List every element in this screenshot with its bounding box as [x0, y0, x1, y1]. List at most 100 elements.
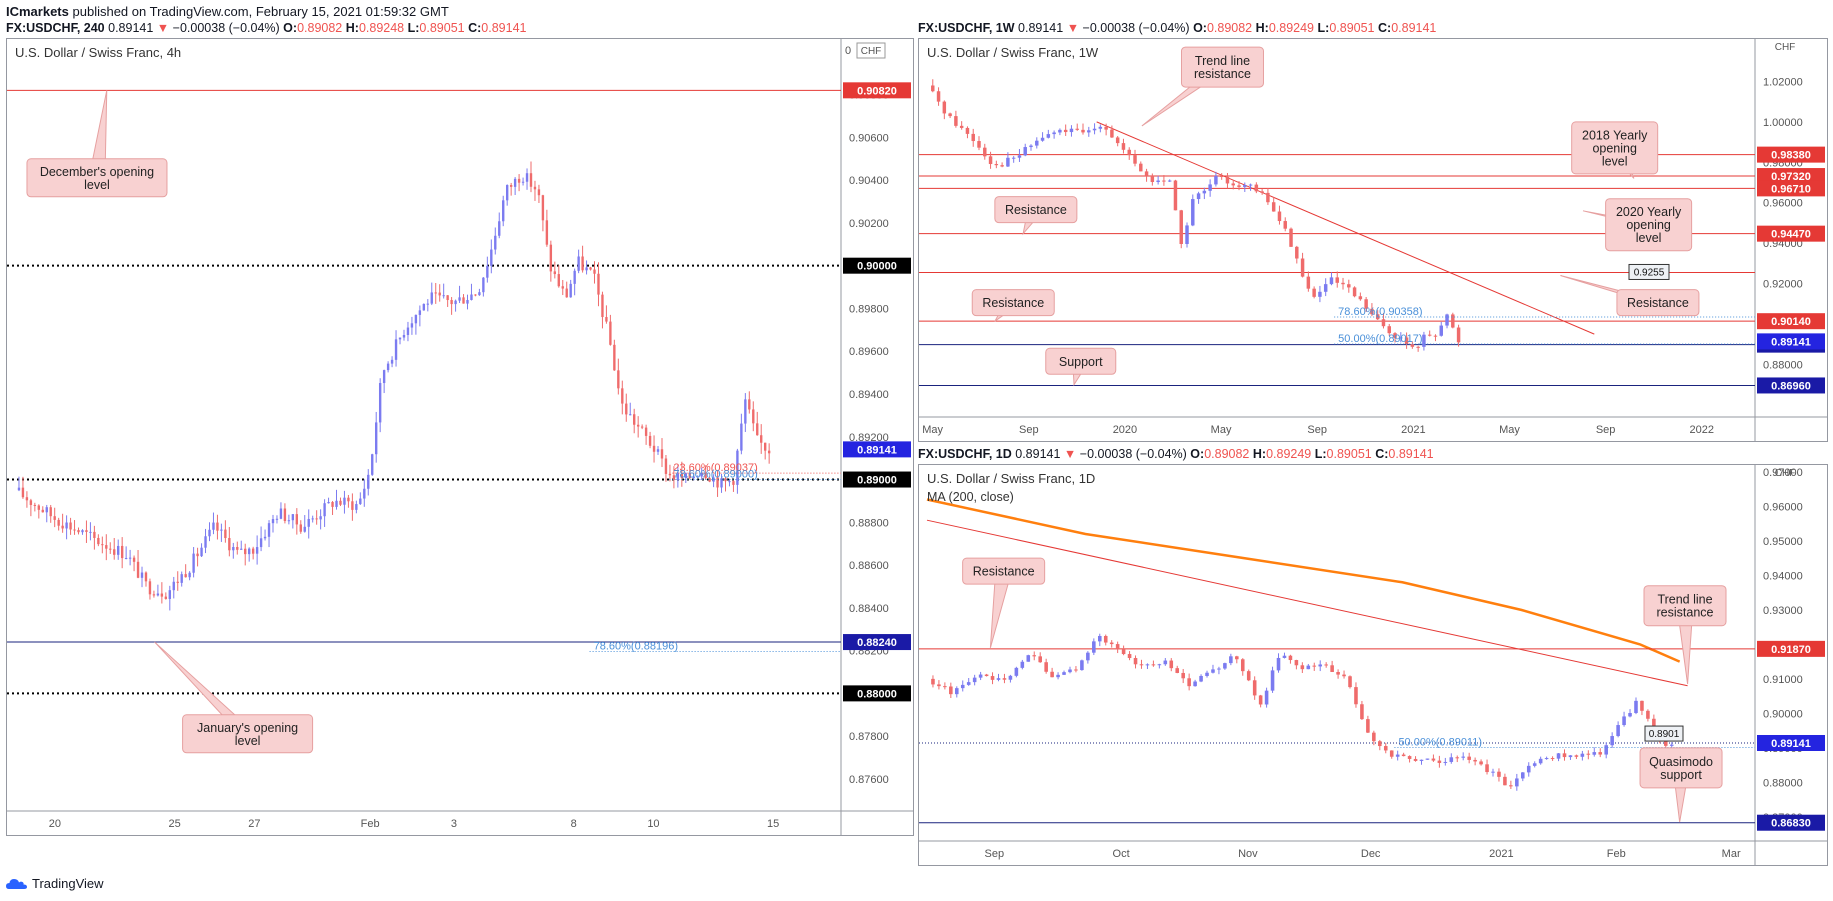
candle-body: [1151, 664, 1156, 666]
candle-body: [621, 388, 624, 404]
candle-body: [1026, 655, 1031, 662]
candle-body: [1127, 654, 1132, 659]
y-tick-label: 0.91000: [1763, 674, 1803, 686]
candle-body: [1248, 184, 1253, 186]
candle-body: [1544, 758, 1549, 760]
candle-body: [156, 593, 160, 596]
price-tag-text: 0.88000: [857, 688, 897, 700]
candle-body: [303, 526, 306, 532]
price-tag-text: 0.94470: [1771, 229, 1811, 241]
candle-body: [565, 288, 568, 298]
candle-body: [172, 581, 175, 591]
tradingview-footer[interactable]: TradingView: [6, 876, 104, 891]
candle-body: [1038, 656, 1042, 663]
x-tick-label: Sep: [1596, 424, 1616, 436]
candle-body: [347, 497, 350, 502]
candle-body: [1133, 155, 1137, 164]
candle-body: [949, 686, 953, 695]
candle-body: [1014, 667, 1019, 676]
candle-body: [378, 383, 382, 423]
candle-body: [763, 442, 767, 451]
last-price-tag: [843, 441, 911, 458]
candle-body: [541, 195, 545, 221]
y-tick-label: 0.95000: [1763, 536, 1803, 548]
note-box: [971, 289, 1055, 317]
publisher-name[interactable]: ICmarkets: [6, 4, 69, 19]
y-tick-label: 0.92000: [1763, 279, 1803, 291]
note-text: January's opening: [197, 721, 298, 735]
candle-body: [1427, 334, 1432, 336]
candle-body: [1335, 277, 1339, 283]
high-label: H:: [1255, 21, 1269, 35]
candle-body: [636, 424, 640, 427]
candle-body: [188, 572, 191, 578]
candle-body: [1235, 656, 1239, 660]
candle-body: [521, 181, 525, 183]
x-tick-label: 15: [767, 818, 779, 830]
down-arrow-icon: ▼: [1063, 447, 1077, 461]
candle-body: [144, 572, 148, 582]
chart-1d[interactable]: 0.870000.880000.890000.900000.910000.920…: [919, 465, 1827, 865]
candle-body: [680, 473, 684, 478]
change: −0.00038 (−0.04%): [1082, 21, 1190, 35]
candle-body: [196, 553, 199, 557]
candle-body: [1167, 180, 1172, 182]
candle-body: [275, 518, 279, 520]
chart-1w[interactable]: 0.880000.900000.920000.940000.960000.980…: [919, 39, 1827, 441]
candle-body: [283, 508, 287, 522]
note-text: level: [84, 178, 110, 192]
candle-body: [1046, 134, 1051, 138]
high-value: 0.89249: [1266, 447, 1312, 461]
candle-body: [1133, 658, 1138, 665]
candle-body: [1214, 176, 1218, 185]
candle-body: [128, 557, 132, 559]
publish-header: ICmarkets published on TradingView.com, …: [6, 4, 449, 19]
candle-body: [1086, 652, 1090, 661]
candle-body: [1509, 785, 1513, 787]
candle-body: [85, 530, 88, 532]
x-tick-label: Mar: [1722, 848, 1741, 860]
candle-body: [1202, 190, 1207, 194]
candle-body: [1300, 258, 1305, 277]
candle-body: [1029, 145, 1033, 148]
candle-body: [1598, 752, 1603, 755]
candle-body: [1115, 137, 1120, 144]
chart-panel-1d[interactable]: 0.870000.880000.890000.900000.910000.920…: [918, 464, 1828, 866]
close-label: C:: [1375, 447, 1389, 461]
fib-label: 23.60%(0.89037): [673, 462, 757, 474]
candle-body: [295, 514, 299, 525]
candle-body: [1121, 143, 1126, 150]
candle-body: [77, 530, 80, 533]
x-tick-label: 3: [451, 818, 457, 830]
candle-body: [948, 113, 952, 117]
candle-body: [1006, 157, 1010, 167]
candle-body: [966, 682, 971, 685]
candle-body: [53, 516, 56, 520]
candle-body: [1000, 165, 1004, 167]
chart-4h[interactable]: 0.876000.878000.880000.882000.884000.886…: [7, 39, 913, 835]
candle-body: [644, 427, 648, 436]
candle-body: [450, 300, 453, 305]
x-tick-label: 27: [248, 818, 260, 830]
low-label: L:: [1317, 21, 1330, 35]
candle-body: [553, 271, 557, 275]
chart-panel-4h[interactable]: 0.876000.878000.880000.882000.884000.886…: [6, 38, 914, 836]
candle-body: [994, 164, 999, 166]
low-value: 0.89051: [1329, 21, 1375, 35]
candle-body: [1156, 180, 1160, 182]
candle-body: [1109, 642, 1114, 645]
candle-body: [1211, 669, 1215, 673]
publish-text: published on TradingView.com, February 1…: [72, 4, 449, 19]
candle-body: [494, 235, 497, 250]
candle-body: [458, 297, 461, 301]
chart-panel-1w[interactable]: 0.880000.900000.920000.940000.960000.980…: [918, 38, 1828, 442]
candle-body: [716, 477, 719, 488]
top-tick-label: 0: [845, 45, 851, 57]
note-text: opening: [1626, 218, 1671, 232]
price-tag-box: [1644, 725, 1684, 742]
candle-body: [228, 538, 231, 551]
candle-body: [1056, 674, 1060, 678]
candle-body: [629, 414, 632, 416]
candle-body: [394, 339, 398, 360]
candle-body: [513, 178, 517, 187]
